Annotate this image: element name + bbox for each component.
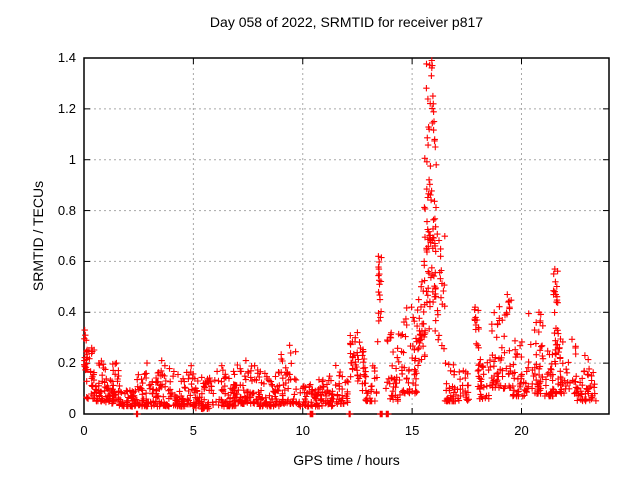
x-tick-label: 10 xyxy=(295,423,310,438)
y-tick-label: 0.6 xyxy=(57,253,76,269)
x-tick-label: 0 xyxy=(80,423,88,438)
y-tick-label: 0.4 xyxy=(57,304,76,320)
y-tick-label: 0.8 xyxy=(57,202,76,218)
y-tick-label: 1.4 xyxy=(57,50,76,65)
x-tick-label: 20 xyxy=(514,423,529,438)
y-tick-label: 1 xyxy=(68,151,76,167)
scatter-points xyxy=(81,57,600,418)
x-tick-label: 15 xyxy=(404,423,420,438)
x-axis-label: GPS time / hours xyxy=(293,452,400,468)
y-tick-label: 0.2 xyxy=(57,355,76,371)
chart-title: Day 058 of 2022, SRMTID for receiver p81… xyxy=(209,14,484,30)
y-tick-label: 0 xyxy=(68,406,76,421)
x-tick-label: 5 xyxy=(189,423,197,438)
y-tick-label: 1.2 xyxy=(57,100,76,116)
